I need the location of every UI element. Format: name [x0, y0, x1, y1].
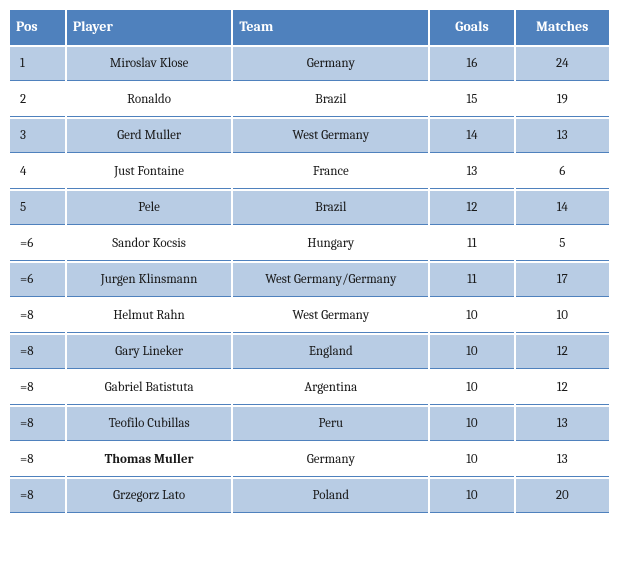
cell-player: Just Fontaine: [67, 155, 232, 189]
cell-matches: 13: [516, 443, 609, 477]
cell-pos: =6: [10, 263, 65, 297]
cell-goals: 16: [430, 47, 513, 81]
cell-player: Thomas Muller: [67, 443, 232, 477]
cell-player: Miroslav Klose: [67, 47, 232, 81]
cell-pos: =8: [10, 479, 65, 513]
cell-goals: 10: [430, 371, 513, 405]
cell-matches: 12: [516, 371, 609, 405]
col-header-goals: Goals: [430, 10, 513, 45]
cell-player: Teofilo Cubillas: [67, 407, 232, 441]
cell-player: Sandor Kocsis: [67, 227, 232, 261]
cell-goals: 10: [430, 407, 513, 441]
cell-team: Hungary: [233, 227, 428, 261]
cell-matches: 17: [516, 263, 609, 297]
cell-matches: 20: [516, 479, 609, 513]
table-row: =8Thomas MullerGermany1013: [10, 443, 609, 477]
cell-matches: 19: [516, 83, 609, 117]
table-body: 1Miroslav KloseGermany16242RonaldoBrazil…: [10, 47, 609, 513]
cell-pos: 4: [10, 155, 65, 189]
cell-goals: 11: [430, 263, 513, 297]
cell-team: Argentina: [233, 371, 428, 405]
cell-player: Grzegorz Lato: [67, 479, 232, 513]
cell-team: Germany: [233, 47, 428, 81]
table-row: =8Gary LinekerEngland1012: [10, 335, 609, 369]
cell-goals: 13: [430, 155, 513, 189]
cell-player: Gabriel Batistuta: [67, 371, 232, 405]
cell-pos: 1: [10, 47, 65, 81]
cell-team: West Germany: [233, 299, 428, 333]
table-row: 4Just FontaineFrance136: [10, 155, 609, 189]
cell-pos: =8: [10, 299, 65, 333]
cell-goals: 10: [430, 299, 513, 333]
cell-team: Brazil: [233, 83, 428, 117]
cell-player: Ronaldo: [67, 83, 232, 117]
cell-matches: 24: [516, 47, 609, 81]
cell-matches: 10: [516, 299, 609, 333]
cell-pos: 5: [10, 191, 65, 225]
cell-goals: 10: [430, 479, 513, 513]
cell-pos: =8: [10, 407, 65, 441]
cell-player: Pele: [67, 191, 232, 225]
cell-team: Peru: [233, 407, 428, 441]
table-row: =6Sandor KocsisHungary115: [10, 227, 609, 261]
col-header-player: Player: [67, 10, 232, 45]
cell-goals: 14: [430, 119, 513, 153]
table-row: 5PeleBrazil1214: [10, 191, 609, 225]
cell-goals: 10: [430, 335, 513, 369]
col-header-team: Team: [233, 10, 428, 45]
cell-matches: 14: [516, 191, 609, 225]
cell-pos: =6: [10, 227, 65, 261]
cell-goals: 12: [430, 191, 513, 225]
table-row: =8Teofilo CubillasPeru1013: [10, 407, 609, 441]
cell-team: Germany: [233, 443, 428, 477]
cell-team: England: [233, 335, 428, 369]
cell-team: West Germany/Germany: [233, 263, 428, 297]
table-row: =8Gabriel BatistutaArgentina1012: [10, 371, 609, 405]
cell-goals: 11: [430, 227, 513, 261]
cell-player: Helmut Rahn: [67, 299, 232, 333]
cell-player: Gerd Muller: [67, 119, 232, 153]
cell-matches: 13: [516, 119, 609, 153]
cell-goals: 10: [430, 443, 513, 477]
table-row: 2RonaldoBrazil1519: [10, 83, 609, 117]
scorers-table: Pos Player Team Goals Matches 1Miroslav …: [8, 8, 611, 515]
cell-matches: 6: [516, 155, 609, 189]
cell-team: France: [233, 155, 428, 189]
table-row: 3Gerd MullerWest Germany1413: [10, 119, 609, 153]
cell-pos: 3: [10, 119, 65, 153]
table-row: =8Grzegorz LatoPoland1020: [10, 479, 609, 513]
table-row: 1Miroslav KloseGermany1624: [10, 47, 609, 81]
table-row: =6Jurgen KlinsmannWest Germany/Germany11…: [10, 263, 609, 297]
header-row: Pos Player Team Goals Matches: [10, 10, 609, 45]
col-header-matches: Matches: [516, 10, 609, 45]
cell-matches: 13: [516, 407, 609, 441]
cell-pos: =8: [10, 443, 65, 477]
cell-team: West Germany: [233, 119, 428, 153]
cell-matches: 5: [516, 227, 609, 261]
cell-player: Gary Lineker: [67, 335, 232, 369]
cell-pos: =8: [10, 371, 65, 405]
cell-pos: =8: [10, 335, 65, 369]
cell-goals: 15: [430, 83, 513, 117]
cell-matches: 12: [516, 335, 609, 369]
cell-player: Jurgen Klinsmann: [67, 263, 232, 297]
cell-pos: 2: [10, 83, 65, 117]
cell-team: Poland: [233, 479, 428, 513]
cell-team: Brazil: [233, 191, 428, 225]
col-header-pos: Pos: [10, 10, 65, 45]
table-row: =8Helmut RahnWest Germany1010: [10, 299, 609, 333]
